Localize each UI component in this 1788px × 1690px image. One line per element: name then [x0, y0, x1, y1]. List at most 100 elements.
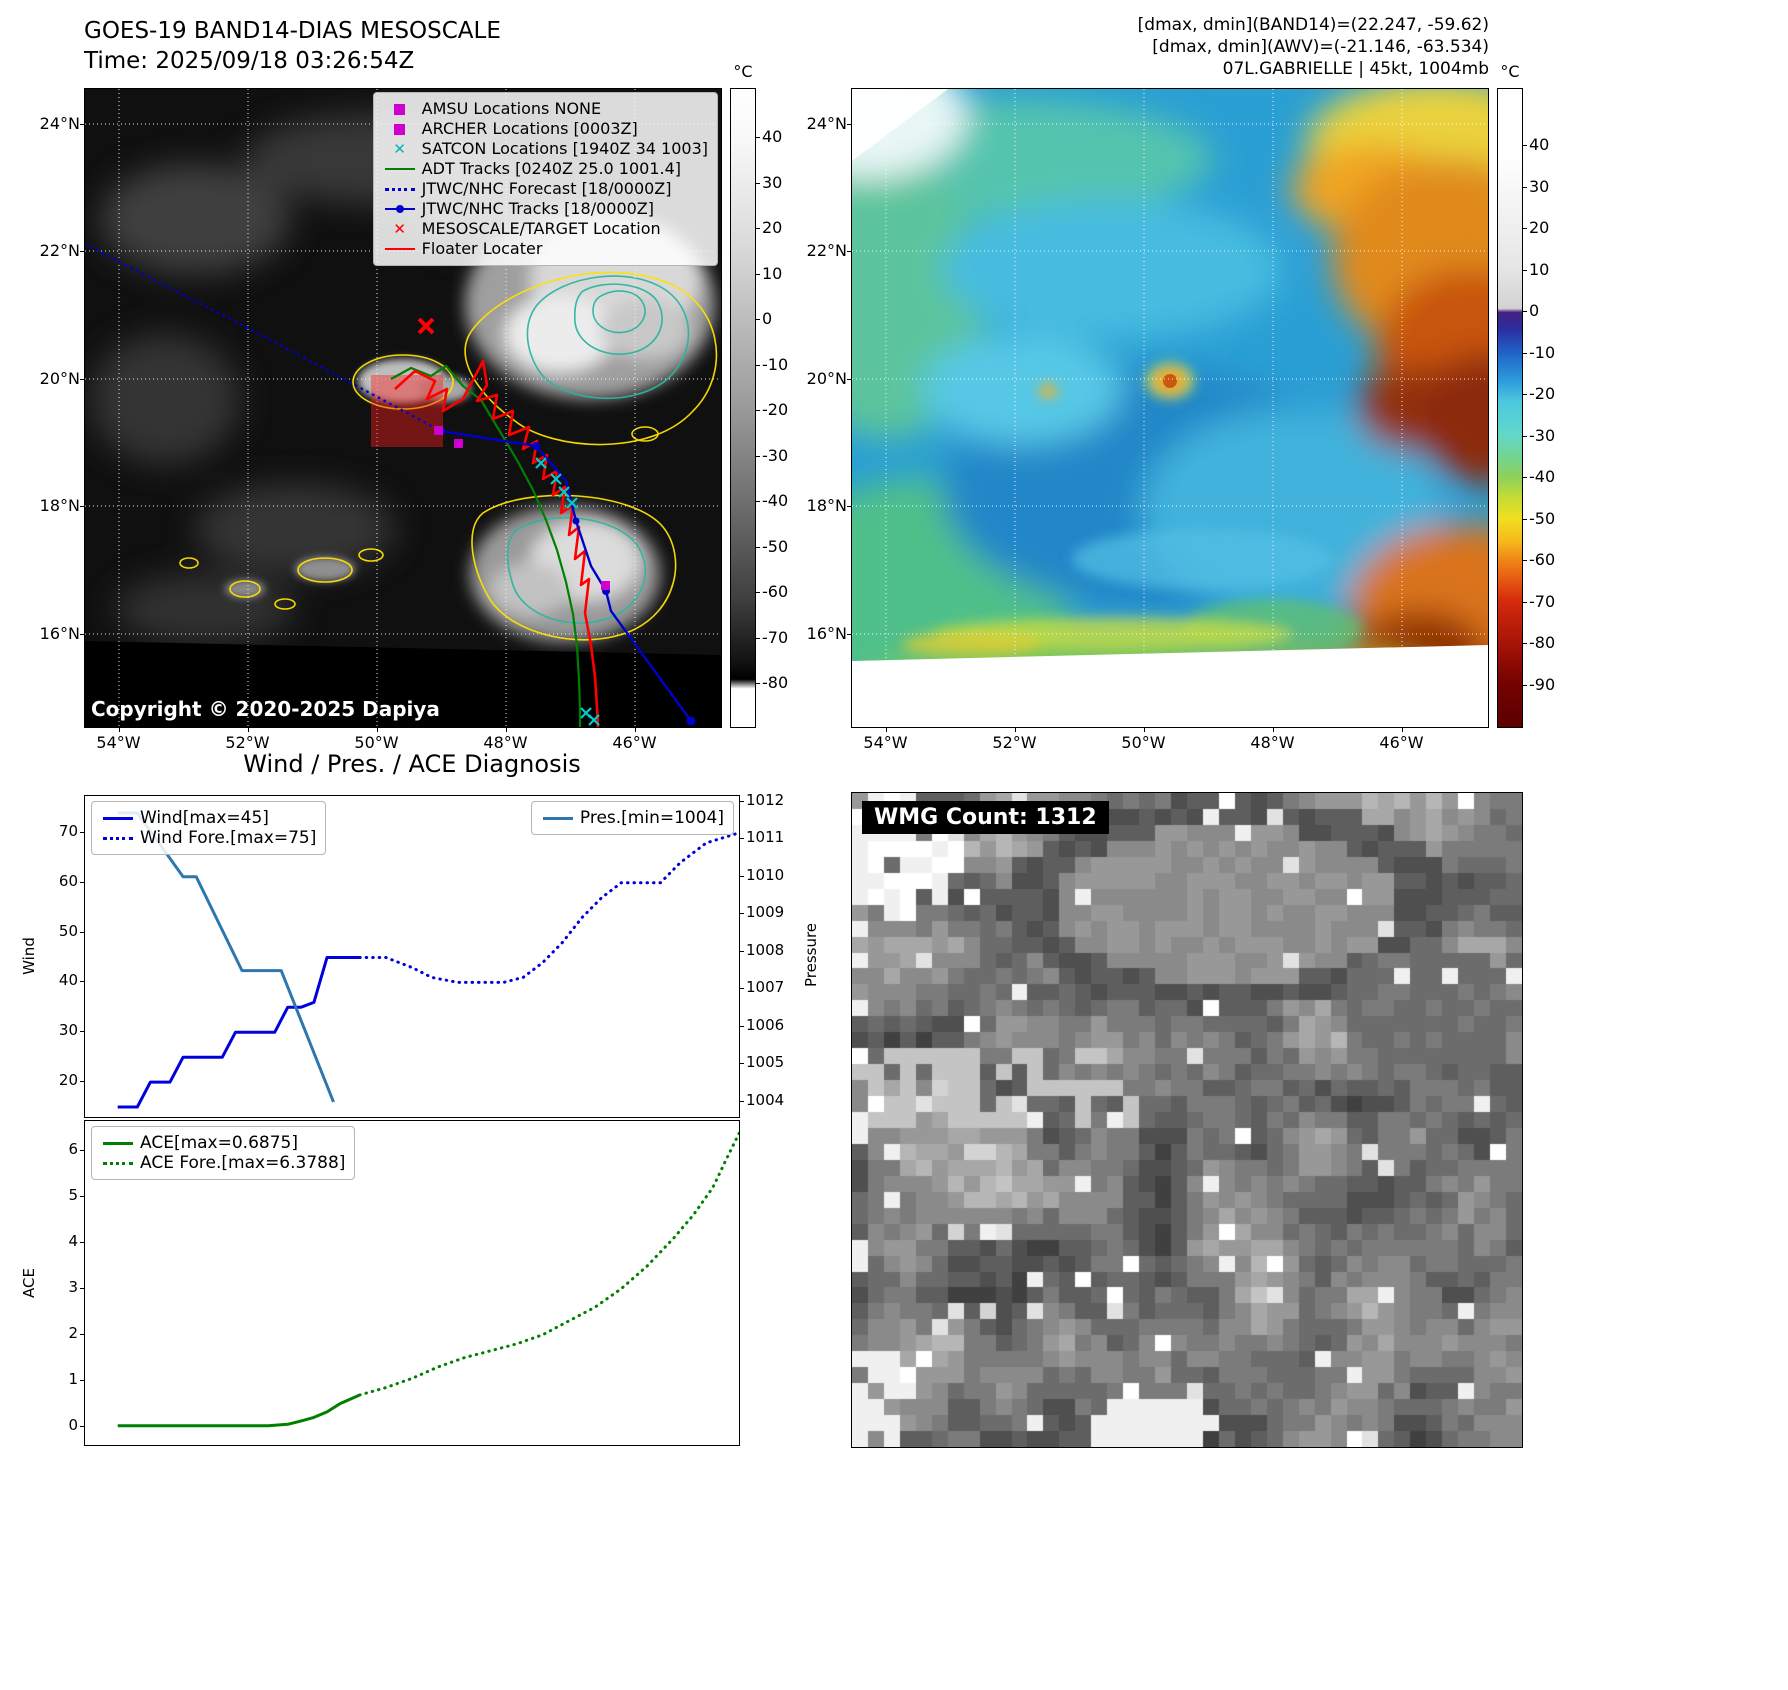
band14-cbar-tick-label: -40	[762, 491, 789, 510]
awv-xtick-label: 50°W	[1121, 733, 1166, 752]
header-dminmax-awv: [dmax, dmin](AWV)=(-21.146, -63.534)	[1152, 37, 1489, 57]
band14-ytick-mark	[80, 633, 84, 635]
band14-cbar-tick-label: -30	[762, 445, 789, 465]
legend-label: JTWC/NHC Tracks [18/0000Z]	[421, 199, 655, 218]
band14-title-block: GOES-19 BAND14-DIAS MESOSCALE Time: 2025…	[84, 16, 501, 76]
band14-cbar-tick-label: 0	[762, 309, 773, 328]
no-data-band	[852, 645, 1488, 727]
legend-label: AMSU Locations NONE	[421, 99, 602, 118]
band14-cbar-tick-label: 10	[762, 263, 783, 283]
awv-ytick-mark	[847, 123, 851, 125]
series-line-0	[117, 956, 360, 1109]
legend-item: ✕ SATCON Locations [1940Z 34 1003]	[383, 139, 708, 159]
ace-chart: ACE[max=0.6875] ACE Fore.[max=6.3788]	[84, 1120, 740, 1446]
awv-cbar-tick-label: 30	[1529, 176, 1550, 196]
floater-track-line	[394, 359, 600, 727]
awv-cbar-tick-mark	[1523, 435, 1527, 437]
awv-xtick-label: 46°W	[1379, 733, 1424, 752]
legend-item: AMSU Locations NONE	[383, 99, 708, 119]
band14-cbar-tick-mark	[756, 546, 760, 548]
band14-ytick-mark	[80, 250, 84, 252]
legend-marker-square-icon	[383, 103, 417, 115]
band14-cbar-tick-mark	[756, 455, 760, 457]
legend-marker-dotted-icon	[383, 187, 417, 191]
pressure-ytick-label: 1011	[746, 828, 785, 847]
awv-cbar-tick-label: 40	[1529, 135, 1550, 154]
adt-track-line	[390, 364, 582, 727]
awv-cbar-tick-label: -70	[1529, 591, 1556, 611]
ace-ytick-mark	[80, 1241, 84, 1243]
ace-legend: ACE[max=0.6875] ACE Fore.[max=6.3788]	[91, 1126, 356, 1180]
wind-ytick-mark	[80, 981, 84, 983]
band14-ytick-mark	[80, 505, 84, 507]
band14-colorbar	[730, 88, 756, 728]
awv-cbar-tick-mark	[1523, 477, 1527, 478]
legend-label: ARCHER Locations [0003Z]	[421, 119, 638, 138]
band14-ytick-mark	[80, 123, 84, 125]
band14-xtick-mark	[376, 728, 378, 732]
awv-cbar-tick-label: -20	[1529, 384, 1556, 403]
awv-cbar-tick-label: 10	[1529, 259, 1550, 279]
awv-cbar-tick-mark	[1523, 643, 1527, 644]
band14-map: AMSU Locations NONE ARCHER Locations [000…	[84, 88, 722, 728]
chart-legend-line-icon	[101, 1161, 135, 1165]
band14-cbar-tick-label: 30	[762, 172, 783, 192]
awv-cbar-tick-label: -40	[1529, 467, 1556, 486]
band14-title: GOES-19 BAND14-DIAS MESOSCALE	[84, 18, 501, 44]
pressure-ytick-label: 1006	[746, 1015, 785, 1034]
awv-ytick-label: 18°N	[806, 495, 847, 515]
awv-ytick-label: 24°N	[806, 113, 847, 133]
band14-cbar-tick-mark	[756, 137, 760, 138]
legend-marker-line-icon	[383, 168, 417, 170]
band14-xtick-label: 46°W	[612, 733, 657, 752]
awv-ytick-label: 22°N	[806, 240, 847, 260]
header-dminmax-band14: [dmax, dmin](BAND14)=(22.247, -59.62)	[1137, 15, 1489, 35]
awv-ytick-label: 20°N	[806, 368, 847, 388]
pressure-ytick-mark	[740, 950, 744, 952]
series-line-0	[117, 1393, 361, 1428]
awv-map	[851, 88, 1489, 728]
band14-time: Time: 2025/09/18 03:26:54Z	[84, 48, 415, 74]
wind-ytick-label: 40	[58, 971, 78, 990]
pressure-ytick-mark	[740, 875, 744, 877]
pressure-ytick-mark	[740, 838, 744, 840]
awv-cbar-tick-mark	[1523, 394, 1527, 395]
band14-colorbar-unit: °C	[733, 62, 753, 81]
awv-header-block: [dmax, dmin](BAND14)=(22.247, -59.62) [d…	[889, 14, 1489, 80]
band14-cbar-tick-mark	[756, 182, 760, 184]
pressure-ytick-mark	[740, 1100, 744, 1102]
awv-cbar-tick-mark	[1523, 311, 1527, 312]
awv-ytick-mark	[847, 250, 851, 252]
chart-legend-line-icon	[101, 816, 135, 820]
band14-xtick-label: 52°W	[225, 733, 270, 752]
target-marker	[417, 317, 435, 335]
ace-ytick-label: 5	[68, 1185, 78, 1204]
awv-cbar-tick-mark	[1523, 228, 1527, 229]
awv-ytick-mark	[847, 378, 851, 380]
chart-legend-label: ACE Fore.[max=6.3788]	[140, 1153, 346, 1173]
legend-label: Floater Locater	[421, 239, 543, 258]
chart-legend-line-icon	[101, 836, 135, 840]
chart-legend-line-icon	[541, 816, 575, 820]
wind-ytick-mark	[80, 931, 84, 933]
awv-xtick-label: 52°W	[992, 733, 1037, 752]
band14-cbar-tick-mark	[756, 410, 760, 411]
chart-legend-item: ACE Fore.[max=6.3788]	[101, 1153, 345, 1173]
band14-ytick-label: 16°N	[39, 623, 80, 643]
wind-legend: Wind[max=45] Wind Fore.[max=75]	[91, 801, 327, 855]
series-line-1	[358, 831, 739, 984]
pressure-ytick-label: 1008	[746, 940, 785, 959]
legend-label: ADT Tracks [0240Z 25.0 1001.4]	[421, 159, 682, 178]
chart-legend-item: Wind Fore.[max=75]	[101, 828, 316, 848]
ace-ytick-mark	[80, 1149, 84, 1151]
awv-cbar-tick-label: 0	[1529, 301, 1540, 320]
band14-xtick-mark	[247, 728, 249, 732]
awv-xtick-mark	[1143, 728, 1145, 732]
pressure-ytick-label: 1007	[746, 978, 785, 997]
awv-ytick-mark	[847, 633, 851, 635]
awv-cbar-tick-mark	[1523, 601, 1527, 603]
band14-xtick-label: 48°W	[483, 733, 528, 752]
band14-ytick-label: 18°N	[39, 495, 80, 515]
wind-ytick-label: 70	[58, 821, 78, 840]
